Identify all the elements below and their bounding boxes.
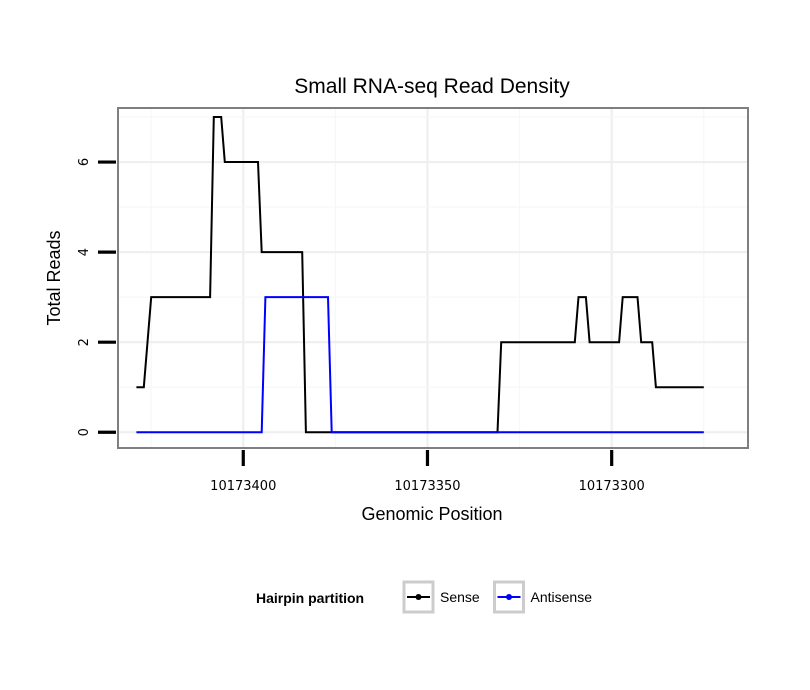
y-tick-label: 2 <box>77 338 92 346</box>
legend-key-marker <box>415 594 422 600</box>
x-axis: 10173400 10173350 10173300 <box>210 450 645 494</box>
series-lines <box>136 116 704 434</box>
legend-key-marker <box>506 594 512 600</box>
series-line-sense <box>136 116 704 434</box>
y-axis: 0 2 4 6 <box>77 158 116 436</box>
chart-title: Small RNA-seq Read Density <box>294 75 570 98</box>
y-tick-label: 4 <box>77 248 92 256</box>
x-tick-label: 10173300 <box>579 479 645 494</box>
x-axis-title: Genomic Position <box>361 504 502 524</box>
x-tick-label: 10173400 <box>210 479 276 494</box>
legend-key-box <box>493 580 525 614</box>
legend-label: Sense <box>440 589 480 605</box>
plot-border <box>117 107 749 449</box>
legend-label: Antisense <box>531 589 593 605</box>
y-axis-title: Total Reads <box>44 230 64 325</box>
legend-title: Hairpin partition <box>256 590 364 606</box>
y-tick-label: 0 <box>77 428 92 436</box>
x-tick-label: 10173350 <box>394 479 460 494</box>
series-line-antisense <box>136 296 704 434</box>
legend-item-sense: Sense <box>402 580 480 614</box>
legend: Hairpin partition Sense Antisense <box>256 580 593 614</box>
legend-item-antisense: Antisense <box>493 580 593 614</box>
y-tick-label: 6 <box>77 158 92 166</box>
plot-panel <box>118 108 748 448</box>
